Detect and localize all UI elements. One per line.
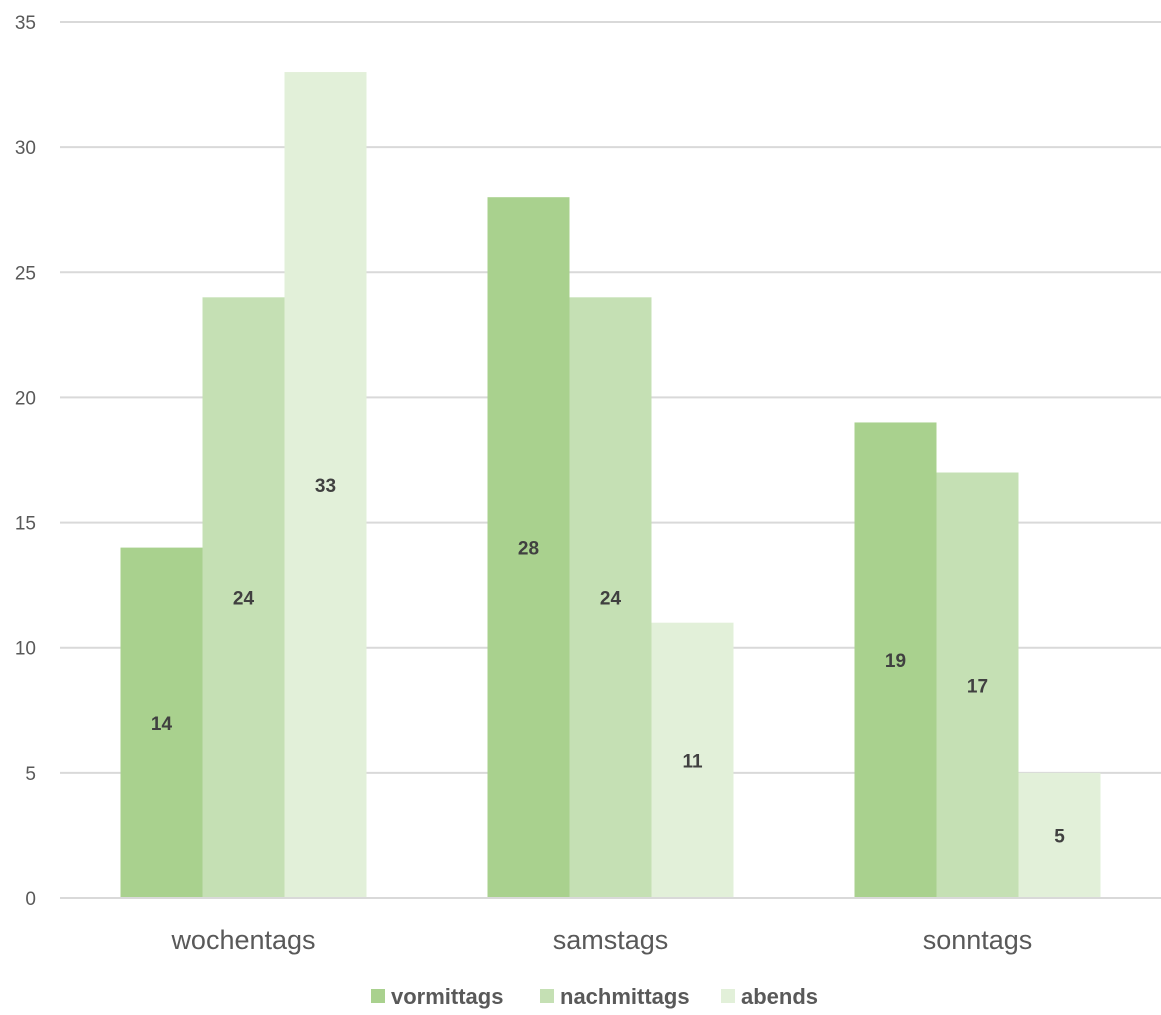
legend-label: abends	[741, 984, 818, 1009]
data-labels: 14 24 33 28 24 11 19 17 5	[151, 476, 1065, 847]
legend-label: vormittags	[391, 984, 503, 1009]
bars	[120, 72, 1101, 899]
data-label: 11	[682, 751, 703, 772]
y-tick-label: 15	[15, 514, 36, 535]
x-tick-label: sonntags	[923, 925, 1033, 955]
data-label: 5	[1054, 826, 1065, 847]
bar-abends-samstags	[651, 622, 734, 898]
y-axis-ticks: 0 5 10 15 20 25 30 35	[15, 13, 36, 910]
bar-nachmittags-sonntags	[936, 472, 1019, 898]
y-tick-label: 0	[25, 889, 36, 910]
bar-vormittags-samstags	[487, 197, 570, 898]
x-axis-ticks: wochentags samstags sonntags	[170, 925, 1032, 955]
legend: vormittags nachmittags abends	[371, 984, 818, 1009]
data-label: 19	[885, 651, 906, 672]
data-label: 24	[600, 589, 622, 610]
y-tick-label: 10	[15, 639, 36, 660]
data-label: 14	[151, 714, 173, 735]
y-tick-label: 25	[15, 263, 36, 284]
data-label: 33	[315, 476, 336, 497]
data-label: 17	[967, 676, 988, 697]
y-tick-label: 30	[15, 138, 36, 159]
bar-vormittags-sonntags	[854, 422, 937, 898]
legend-swatch-abends	[721, 989, 735, 1003]
y-tick-label: 35	[15, 13, 36, 34]
y-tick-label: 20	[15, 388, 36, 409]
x-tick-label: samstags	[553, 925, 669, 955]
bar-abends-wochentags	[284, 72, 367, 899]
bar-nachmittags-wochentags	[202, 297, 285, 898]
bar-abends-sonntags	[1018, 772, 1101, 898]
x-tick-label: wochentags	[170, 925, 315, 955]
bar-vormittags-wochentags	[120, 547, 203, 898]
y-tick-label: 5	[25, 764, 36, 785]
data-label: 24	[233, 589, 255, 610]
data-label: 28	[518, 539, 539, 560]
legend-label: nachmittags	[560, 984, 690, 1009]
legend-swatch-nachmittags	[540, 989, 554, 1003]
bar-nachmittags-samstags	[569, 297, 652, 898]
legend-swatch-vormittags	[371, 989, 385, 1003]
